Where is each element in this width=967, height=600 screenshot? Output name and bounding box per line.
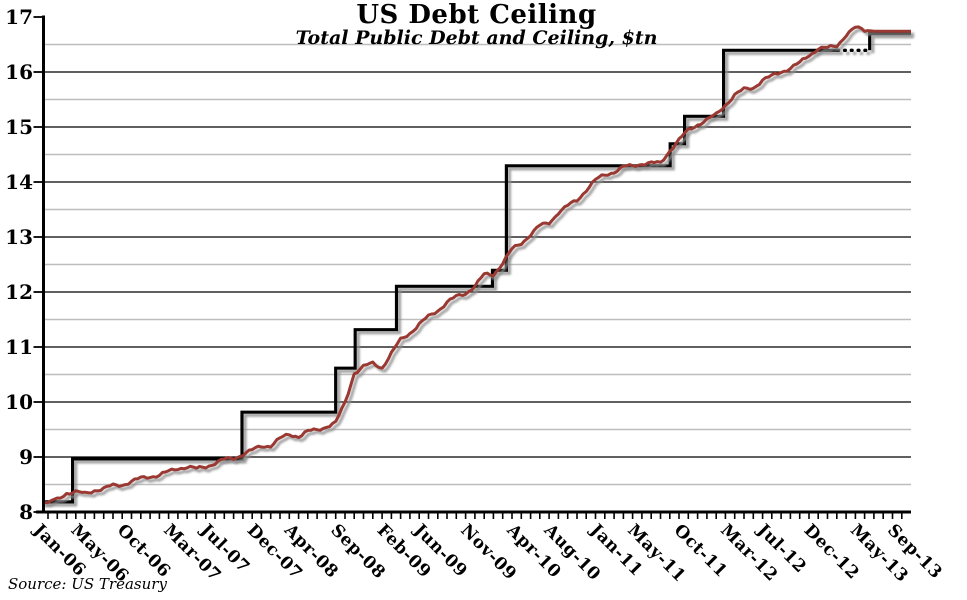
y-axis-label: 10 [5, 390, 33, 414]
y-axis-label: 12 [5, 280, 33, 304]
y-axis-label: 8 [19, 500, 33, 524]
ceiling-series-line [42, 48, 838, 504]
y-axis-label: 11 [5, 335, 33, 359]
ceiling-post-suspension-line [868, 32, 911, 51]
chart-title: US Debt Ceiling [356, 0, 597, 30]
y-axis-label: 15 [5, 115, 33, 139]
chart-subtitle: Total Public Debt and Ceiling, $tn [295, 27, 658, 49]
source-note: Source: US Treasury [8, 575, 167, 593]
y-axis-label: 13 [5, 225, 33, 249]
y-axis-label: 17 [5, 5, 33, 29]
y-axis-label: 16 [5, 60, 33, 84]
y-axis-label: 14 [5, 170, 33, 194]
debt-series-line [42, 25, 911, 505]
y-axis-label: 9 [19, 445, 33, 469]
